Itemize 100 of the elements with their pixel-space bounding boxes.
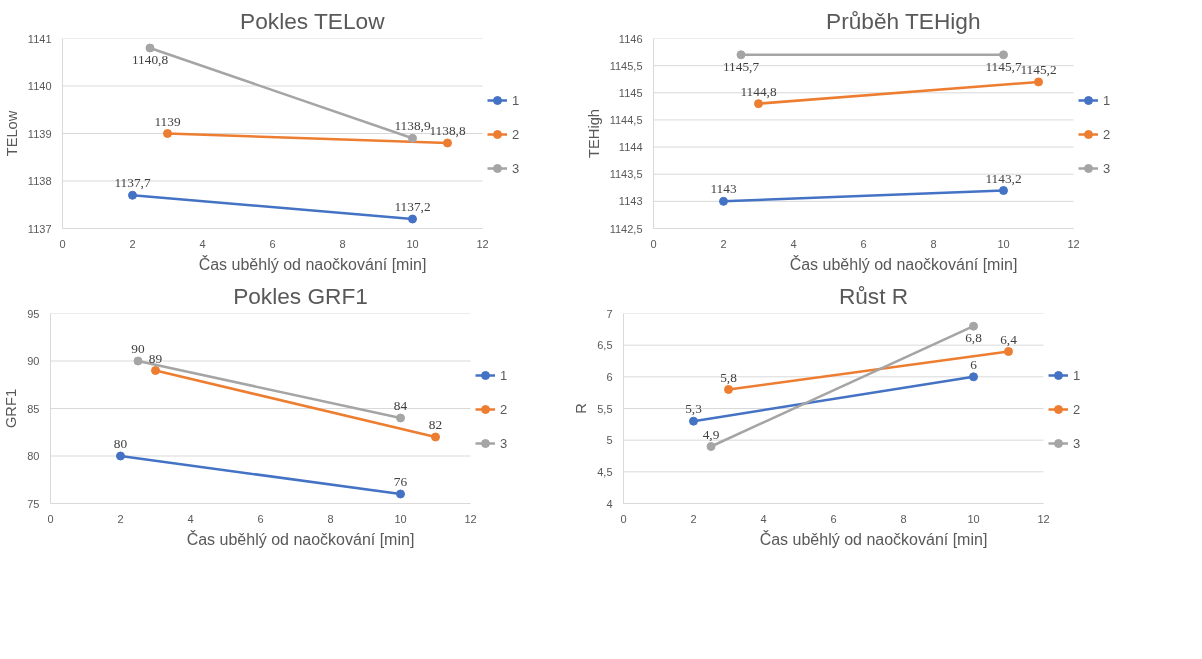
x-tick-label: 8 xyxy=(900,512,907,525)
y-tick-label: 6,5 xyxy=(597,339,613,352)
data-label: 1143 xyxy=(710,181,737,197)
point xyxy=(754,99,763,109)
x-axis-title: Čas uběhlý od naočkování [min] xyxy=(198,254,427,273)
legend-label: 3 xyxy=(1073,435,1082,451)
x-tick-label: 2 xyxy=(129,237,136,250)
x-tick-label: 10 xyxy=(997,237,1010,250)
chart-title: Pokles TELow xyxy=(240,7,386,34)
y-tick-label: 1137 xyxy=(27,222,52,235)
x-tick-label: 10 xyxy=(967,512,980,525)
data-label: 84 xyxy=(393,398,408,413)
chart-title: Pokles GRF1 xyxy=(233,282,368,309)
y-tick-label: 1141 xyxy=(27,32,52,45)
y-axis-title: TELow xyxy=(3,110,20,157)
point xyxy=(116,451,125,461)
x-tick-label: 0 xyxy=(620,512,627,525)
y-tick-label: 85 xyxy=(27,402,40,415)
x-tick-label: 6 xyxy=(830,512,837,525)
x-tick-label: 0 xyxy=(47,512,54,525)
y-tick-label: 1143,5 xyxy=(609,168,643,181)
data-label: 6 xyxy=(970,356,978,372)
y-tick-label: 1145 xyxy=(618,86,643,99)
x-tick-label: 4 xyxy=(199,237,206,250)
point xyxy=(145,43,155,53)
point xyxy=(128,190,137,200)
data-label: 1137,2 xyxy=(394,199,431,214)
legend-label: 1 xyxy=(512,92,521,108)
x-axis-title: Čas uběhlý od naočkování [min] xyxy=(759,529,988,548)
x-tick-label: 2 xyxy=(117,512,124,525)
x-tick-label: 0 xyxy=(59,237,66,250)
x-tick-label: 12 xyxy=(476,237,489,250)
point xyxy=(1034,77,1043,87)
legend-label: 1 xyxy=(500,367,509,383)
x-tick-label: 4 xyxy=(760,512,767,525)
x-tick-label: 10 xyxy=(394,512,407,525)
data-label: 1144,8 xyxy=(740,83,777,99)
y-tick-label: 75 xyxy=(27,497,40,510)
y-tick-label: 1145,5 xyxy=(609,59,643,72)
point xyxy=(999,50,1008,60)
point xyxy=(724,385,733,394)
chart-title: Růst R xyxy=(838,282,909,309)
point xyxy=(396,489,405,499)
data-label: 90 xyxy=(131,341,145,356)
legend-label: 3 xyxy=(1103,160,1112,176)
point xyxy=(736,50,746,60)
y-tick-label: 4,5 xyxy=(597,465,613,478)
x-tick-label: 8 xyxy=(930,237,937,250)
point xyxy=(689,416,698,426)
x-tick-label: 6 xyxy=(860,237,867,250)
y-tick-label: 4 xyxy=(606,497,613,510)
legend-label: 1 xyxy=(1073,367,1082,383)
data-label: 1145,7 xyxy=(985,58,1022,74)
y-tick-label: 1143 xyxy=(618,195,643,208)
x-tick-label: 2 xyxy=(690,512,697,525)
point xyxy=(443,138,452,148)
y-tick-label: 5,5 xyxy=(597,402,613,415)
legend-label: 2 xyxy=(512,126,521,142)
point xyxy=(151,366,160,375)
x-tick-label: 12 xyxy=(1067,237,1080,250)
legend-label: 3 xyxy=(512,160,521,176)
y-axis-title: R xyxy=(573,403,590,414)
legend-label: 2 xyxy=(1073,401,1082,417)
x-tick-label: 8 xyxy=(327,512,334,525)
y-tick-label: 90 xyxy=(27,355,40,367)
point xyxy=(969,321,978,331)
data-label: 76 xyxy=(393,474,408,489)
data-label: 89 xyxy=(148,350,163,366)
x-tick-label: 6 xyxy=(269,237,276,250)
x-tick-label: 6 xyxy=(257,512,264,525)
y-tick-label: 1142,5 xyxy=(609,222,643,235)
data-label: 5,8 xyxy=(720,369,738,385)
point xyxy=(163,129,172,138)
x-tick-label: 8 xyxy=(339,237,346,250)
y-tick-label: 6 xyxy=(606,370,613,383)
y-axis-title: GRF1 xyxy=(3,388,20,429)
point xyxy=(133,356,143,366)
data-label: 1140,8 xyxy=(131,52,169,67)
chart-title: Průběh TEHigh xyxy=(826,7,981,34)
point xyxy=(706,442,716,451)
x-tick-label: 4 xyxy=(187,512,194,525)
data-label: 80 xyxy=(113,436,128,451)
data-label: 1137,7 xyxy=(114,175,151,191)
y-tick-label: 5 xyxy=(606,434,613,447)
legend-label: 3 xyxy=(500,435,509,451)
point xyxy=(1004,347,1013,356)
legend-label: 2 xyxy=(500,401,509,417)
data-label: 1139 xyxy=(154,113,181,129)
data-label: 6,8 xyxy=(965,330,983,346)
y-axis-title: TEHigh xyxy=(585,109,602,158)
data-label: 1138,8 xyxy=(429,123,466,138)
x-tick-label: 12 xyxy=(464,512,477,525)
x-axis-title: Čas uběhlý od naočkování [min] xyxy=(186,529,415,548)
y-tick-label: 1144 xyxy=(618,141,643,154)
point xyxy=(408,214,417,224)
data-label: 5,3 xyxy=(685,401,703,417)
y-tick-label: 1144,5 xyxy=(609,113,643,126)
x-tick-label: 2 xyxy=(720,237,727,250)
legend-label: 1 xyxy=(1103,92,1112,108)
y-tick-label: 1140 xyxy=(27,80,52,92)
